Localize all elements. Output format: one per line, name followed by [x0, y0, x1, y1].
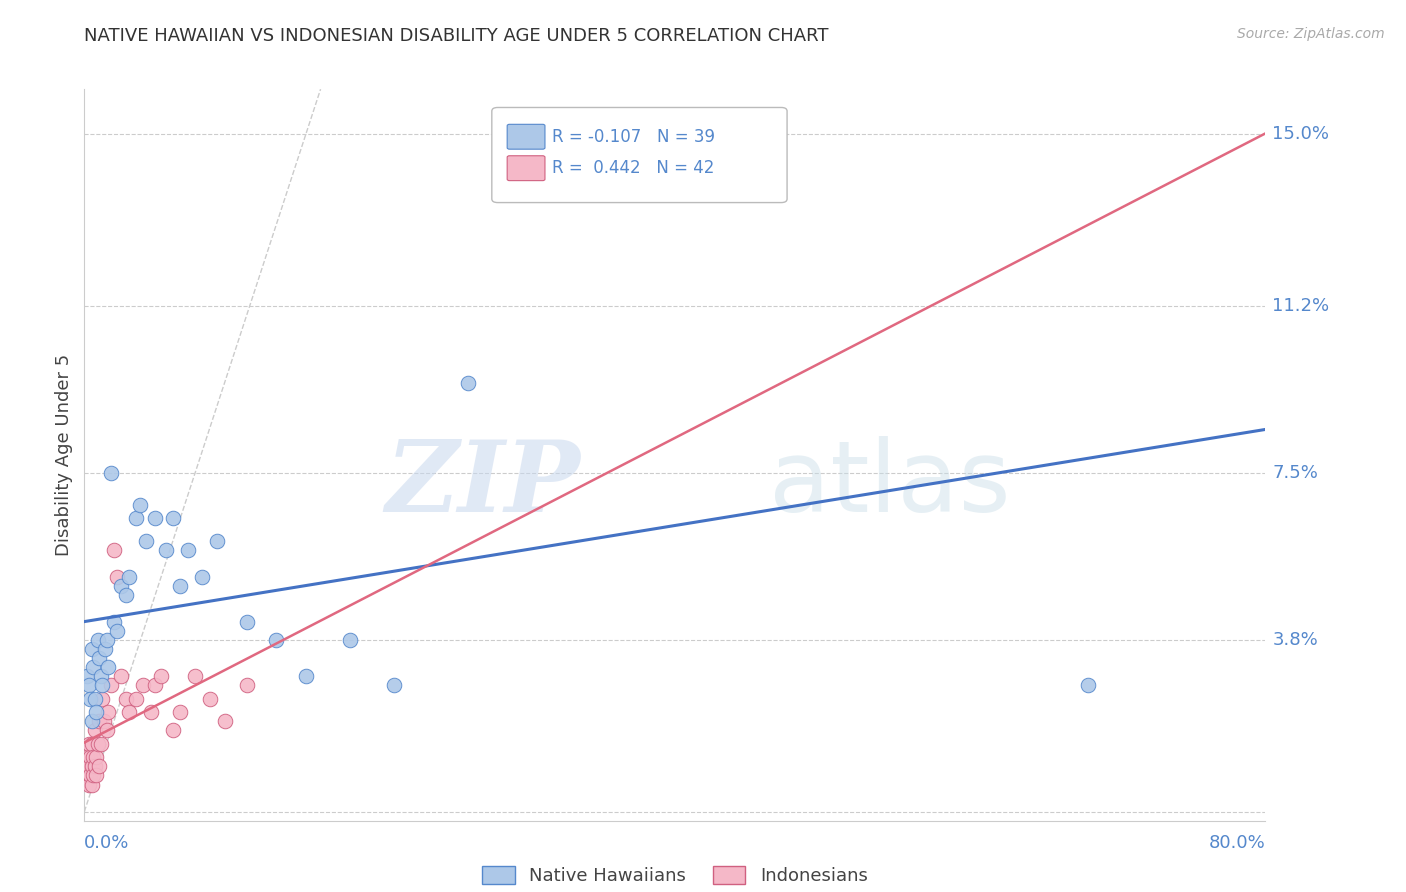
- Point: [103, 615, 125, 629]
- Point: [86, 737, 108, 751]
- Text: R =  0.442   N = 42: R = 0.442 N = 42: [553, 159, 714, 178]
- Point: [82, 750, 104, 764]
- Point: [295, 669, 318, 683]
- Point: [82, 660, 104, 674]
- Point: [93, 714, 115, 729]
- Point: [132, 678, 155, 692]
- Point: [125, 691, 148, 706]
- Text: atlas: atlas: [769, 435, 1011, 533]
- Point: [100, 678, 122, 692]
- Point: [80, 714, 103, 729]
- Point: [110, 579, 132, 593]
- Point: [205, 533, 228, 548]
- Point: [100, 466, 122, 480]
- Point: [94, 642, 117, 657]
- Point: [648, 181, 672, 195]
- Point: [80, 759, 103, 773]
- Point: [83, 691, 105, 706]
- Text: R = -0.107   N = 39: R = -0.107 N = 39: [553, 128, 716, 145]
- Point: [125, 511, 148, 525]
- Point: [90, 669, 112, 683]
- Point: [79, 691, 101, 706]
- Text: 80.0%: 80.0%: [1209, 834, 1265, 852]
- Point: [135, 533, 157, 548]
- Point: [155, 542, 177, 557]
- Text: 15.0%: 15.0%: [1272, 126, 1330, 144]
- Point: [77, 759, 100, 773]
- Point: [76, 750, 98, 764]
- Point: [264, 633, 288, 648]
- Point: [382, 678, 406, 692]
- Point: [84, 706, 107, 720]
- Point: [87, 714, 111, 729]
- Point: [77, 678, 100, 692]
- Point: [162, 511, 184, 525]
- Point: [97, 706, 120, 720]
- Text: 7.5%: 7.5%: [1272, 464, 1319, 482]
- Point: [80, 642, 103, 657]
- Point: [87, 651, 111, 665]
- Point: [86, 633, 108, 648]
- Point: [91, 691, 114, 706]
- Point: [235, 678, 259, 692]
- Point: [79, 768, 101, 782]
- Text: NATIVE HAWAIIAN VS INDONESIAN DISABILITY AGE UNDER 5 CORRELATION CHART: NATIVE HAWAIIAN VS INDONESIAN DISABILITY…: [84, 27, 830, 45]
- Point: [97, 660, 120, 674]
- Point: [76, 759, 98, 773]
- Point: [110, 669, 132, 683]
- Text: ZIP: ZIP: [385, 436, 581, 533]
- Point: [235, 615, 259, 629]
- FancyBboxPatch shape: [492, 108, 787, 202]
- FancyBboxPatch shape: [508, 124, 546, 149]
- Point: [83, 723, 105, 738]
- Point: [339, 633, 361, 648]
- Y-axis label: Disability Age Under 5: Disability Age Under 5: [55, 354, 73, 556]
- Point: [87, 759, 111, 773]
- Point: [105, 570, 128, 584]
- Point: [77, 737, 100, 751]
- Point: [114, 691, 136, 706]
- Point: [114, 588, 136, 602]
- Legend: Native Hawaiians, Indonesians: Native Hawaiians, Indonesians: [475, 858, 875, 892]
- Point: [96, 633, 118, 648]
- Point: [1077, 678, 1099, 692]
- Point: [80, 737, 103, 751]
- Point: [143, 678, 166, 692]
- Point: [184, 669, 207, 683]
- Point: [80, 778, 103, 792]
- Point: [198, 691, 221, 706]
- Point: [162, 723, 184, 738]
- Point: [90, 737, 112, 751]
- Point: [105, 624, 128, 638]
- Text: 3.8%: 3.8%: [1272, 631, 1319, 649]
- Point: [177, 542, 200, 557]
- Point: [214, 714, 236, 729]
- Point: [169, 706, 191, 720]
- Point: [139, 706, 162, 720]
- Point: [83, 759, 105, 773]
- Point: [129, 498, 152, 512]
- Point: [103, 542, 125, 557]
- Point: [150, 669, 173, 683]
- Point: [96, 723, 118, 738]
- Point: [79, 750, 101, 764]
- FancyBboxPatch shape: [508, 156, 546, 180]
- Point: [84, 768, 107, 782]
- Point: [75, 768, 97, 782]
- Point: [84, 750, 107, 764]
- Point: [82, 768, 104, 782]
- Point: [118, 706, 141, 720]
- Point: [91, 678, 114, 692]
- Text: Source: ZipAtlas.com: Source: ZipAtlas.com: [1237, 27, 1385, 41]
- Point: [77, 778, 100, 792]
- Point: [457, 376, 479, 390]
- Point: [169, 579, 191, 593]
- Text: 0.0%: 0.0%: [84, 834, 129, 852]
- Point: [76, 669, 98, 683]
- Text: 11.2%: 11.2%: [1272, 297, 1330, 315]
- Point: [118, 570, 141, 584]
- Point: [143, 511, 166, 525]
- Point: [191, 570, 214, 584]
